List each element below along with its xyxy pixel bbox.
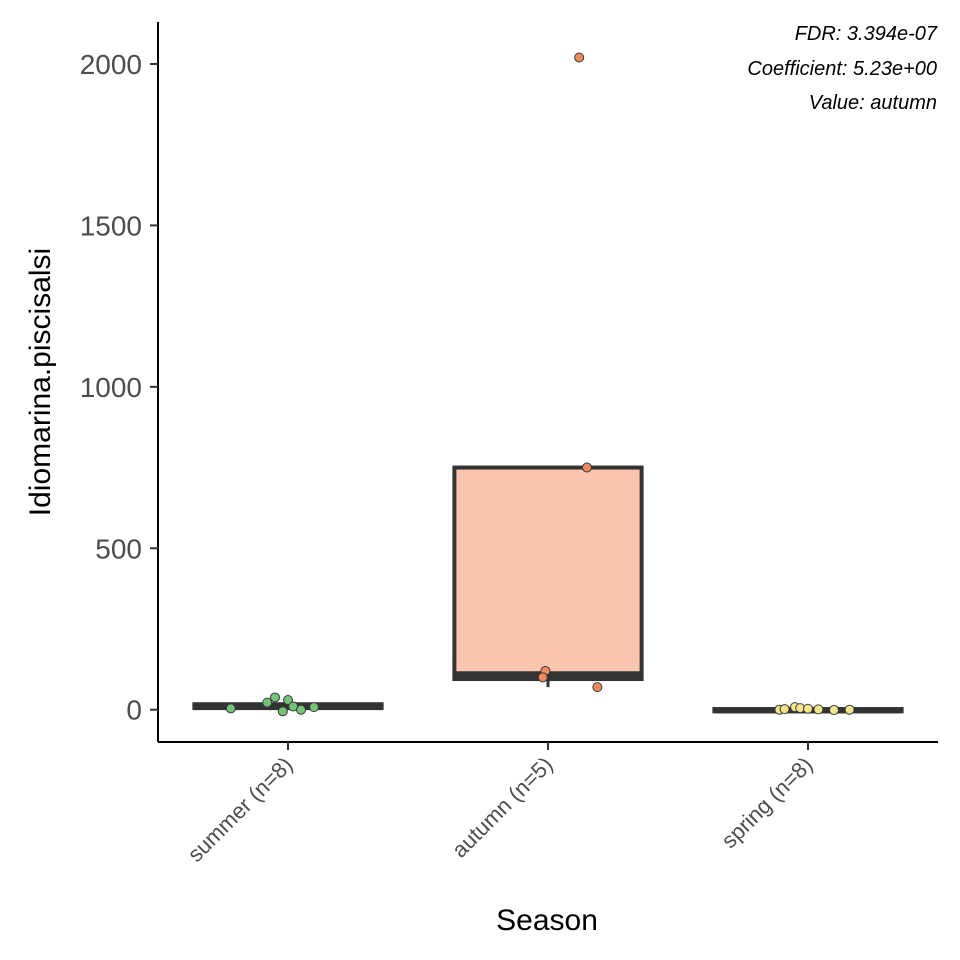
y-tick-label: 2000 [80,49,142,80]
y-tick-label: 0 [126,695,142,726]
data-point [537,672,548,683]
data-point [592,682,603,693]
y-axis-title: Idiomarina.piscisalsi [24,248,57,516]
fdr-annotation: FDR: 3.394e-07 [795,23,938,45]
data-point [829,705,839,716]
y-tick-label: 1000 [80,372,142,403]
x-axis-title: Season [496,904,598,937]
data-point [225,703,236,714]
data-point [582,462,592,473]
data-point [574,52,585,63]
x-tick-label: spring (n=8) [716,752,817,853]
value-annotation: Value: autumn [809,92,937,114]
y-tick-label: 1500 [80,210,142,241]
data-point [262,697,273,708]
points-layer [225,52,855,717]
box-1 [452,465,644,688]
y-axis: 0 500 1000 1500 2000 [80,49,158,726]
data-point [813,704,824,715]
data-point [277,706,288,717]
data-point [844,704,855,715]
x-axis: summer (n=8) autumn (n=5) spring (n=8) [183,742,818,867]
coefficient-annotation: Coefficient: 5.23e+00 [747,58,937,80]
data-point [270,692,280,703]
data-point [803,703,813,714]
data-point [296,704,306,715]
y-tick-label: 500 [95,533,142,564]
data-point [283,695,293,706]
x-tick-label: autumn (n=5) [447,752,558,863]
data-point [779,704,790,715]
x-tick-label: summer (n=8) [183,752,298,867]
data-point [309,702,319,713]
box-body [452,465,644,682]
